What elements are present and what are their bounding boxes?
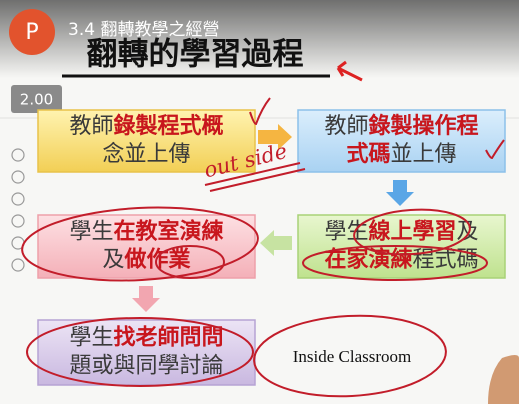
tool-icon[interactable] <box>11 214 25 228</box>
text-segment: 線上學習 <box>368 219 456 245</box>
box-text: 學生線上學習及 <box>324 219 478 245</box>
text-segment: 在教室演練 <box>114 219 224 245</box>
circle-mark <box>26 317 254 387</box>
check-mark <box>485 139 505 160</box>
tool-icon[interactable] <box>11 170 25 184</box>
text-segment: 錄製操作程 <box>369 113 479 139</box>
arrow-right <box>258 124 292 150</box>
text-segment: 找老師問問 <box>114 325 224 351</box>
check-mark <box>249 97 271 126</box>
text-segment: 做作業 <box>124 247 192 273</box>
box-text: 學生在教室演練 <box>69 219 223 245</box>
circle-mark <box>302 245 488 281</box>
box-text: 題或與同學討論 <box>69 354 223 379</box>
flow-box <box>297 109 506 173</box>
text-segment: 式碼 <box>346 142 390 167</box>
presenter-edge <box>488 355 519 404</box>
text-segment: 學生 <box>69 326 113 351</box>
handwritten-note: Inside Classroom <box>293 347 412 366</box>
avatar[interactable] <box>9 9 55 55</box>
text-segment: 在家演練 <box>324 247 412 273</box>
text-segment: 念並上傳 <box>102 142 190 167</box>
red-arrow-mark <box>336 60 363 82</box>
box-text: 及做作業 <box>102 247 191 273</box>
circle-mark <box>155 245 225 279</box>
arrow-down <box>132 286 160 312</box>
box-text: 學生找老師問問 <box>69 325 223 351</box>
avatar-letter: P <box>25 20 38 45</box>
text-segment: 教師 <box>324 114 368 139</box>
top-overlay <box>0 0 519 78</box>
box-text: 教師錄製操作程 <box>324 113 478 139</box>
tool-icon[interactable] <box>11 192 25 206</box>
tool-icon[interactable] <box>11 258 25 272</box>
text-segment: 題或與同學討論 <box>69 354 223 379</box>
slide-title: 翻轉的學習過程 <box>87 37 304 73</box>
speed-label: 2.00 <box>20 91 53 109</box>
text-segment: 錄製程式概 <box>114 113 224 139</box>
arrow-down <box>386 180 414 206</box>
flow-box <box>37 109 256 173</box>
text-segment: 學生 <box>69 220 113 245</box>
text-segment: 及 <box>102 248 124 273</box>
text-segment: 及 <box>457 220 479 245</box>
box-text: 念並上傳 <box>102 142 190 167</box>
video-title[interactable]: 3.4 翻轉教學之經營 <box>68 20 219 40</box>
box-text: 式碼並上傳 <box>346 142 456 167</box>
speed-badge[interactable] <box>11 85 62 113</box>
text-segment: 程式碼 <box>413 248 479 273</box>
flow-box <box>37 319 256 386</box>
arrow-left <box>260 230 292 256</box>
box-text: 教師錄製程式概 <box>69 113 223 139</box>
text-segment: 並上傳 <box>391 142 457 167</box>
circle-mark <box>21 206 259 282</box>
pen-annotations <box>21 97 505 398</box>
circle-mark <box>353 208 471 256</box>
circle-mark <box>253 314 447 398</box>
tool-icon[interactable] <box>11 148 25 162</box>
underline-stroke <box>204 162 306 192</box>
text-segment: 教師 <box>69 114 113 139</box>
